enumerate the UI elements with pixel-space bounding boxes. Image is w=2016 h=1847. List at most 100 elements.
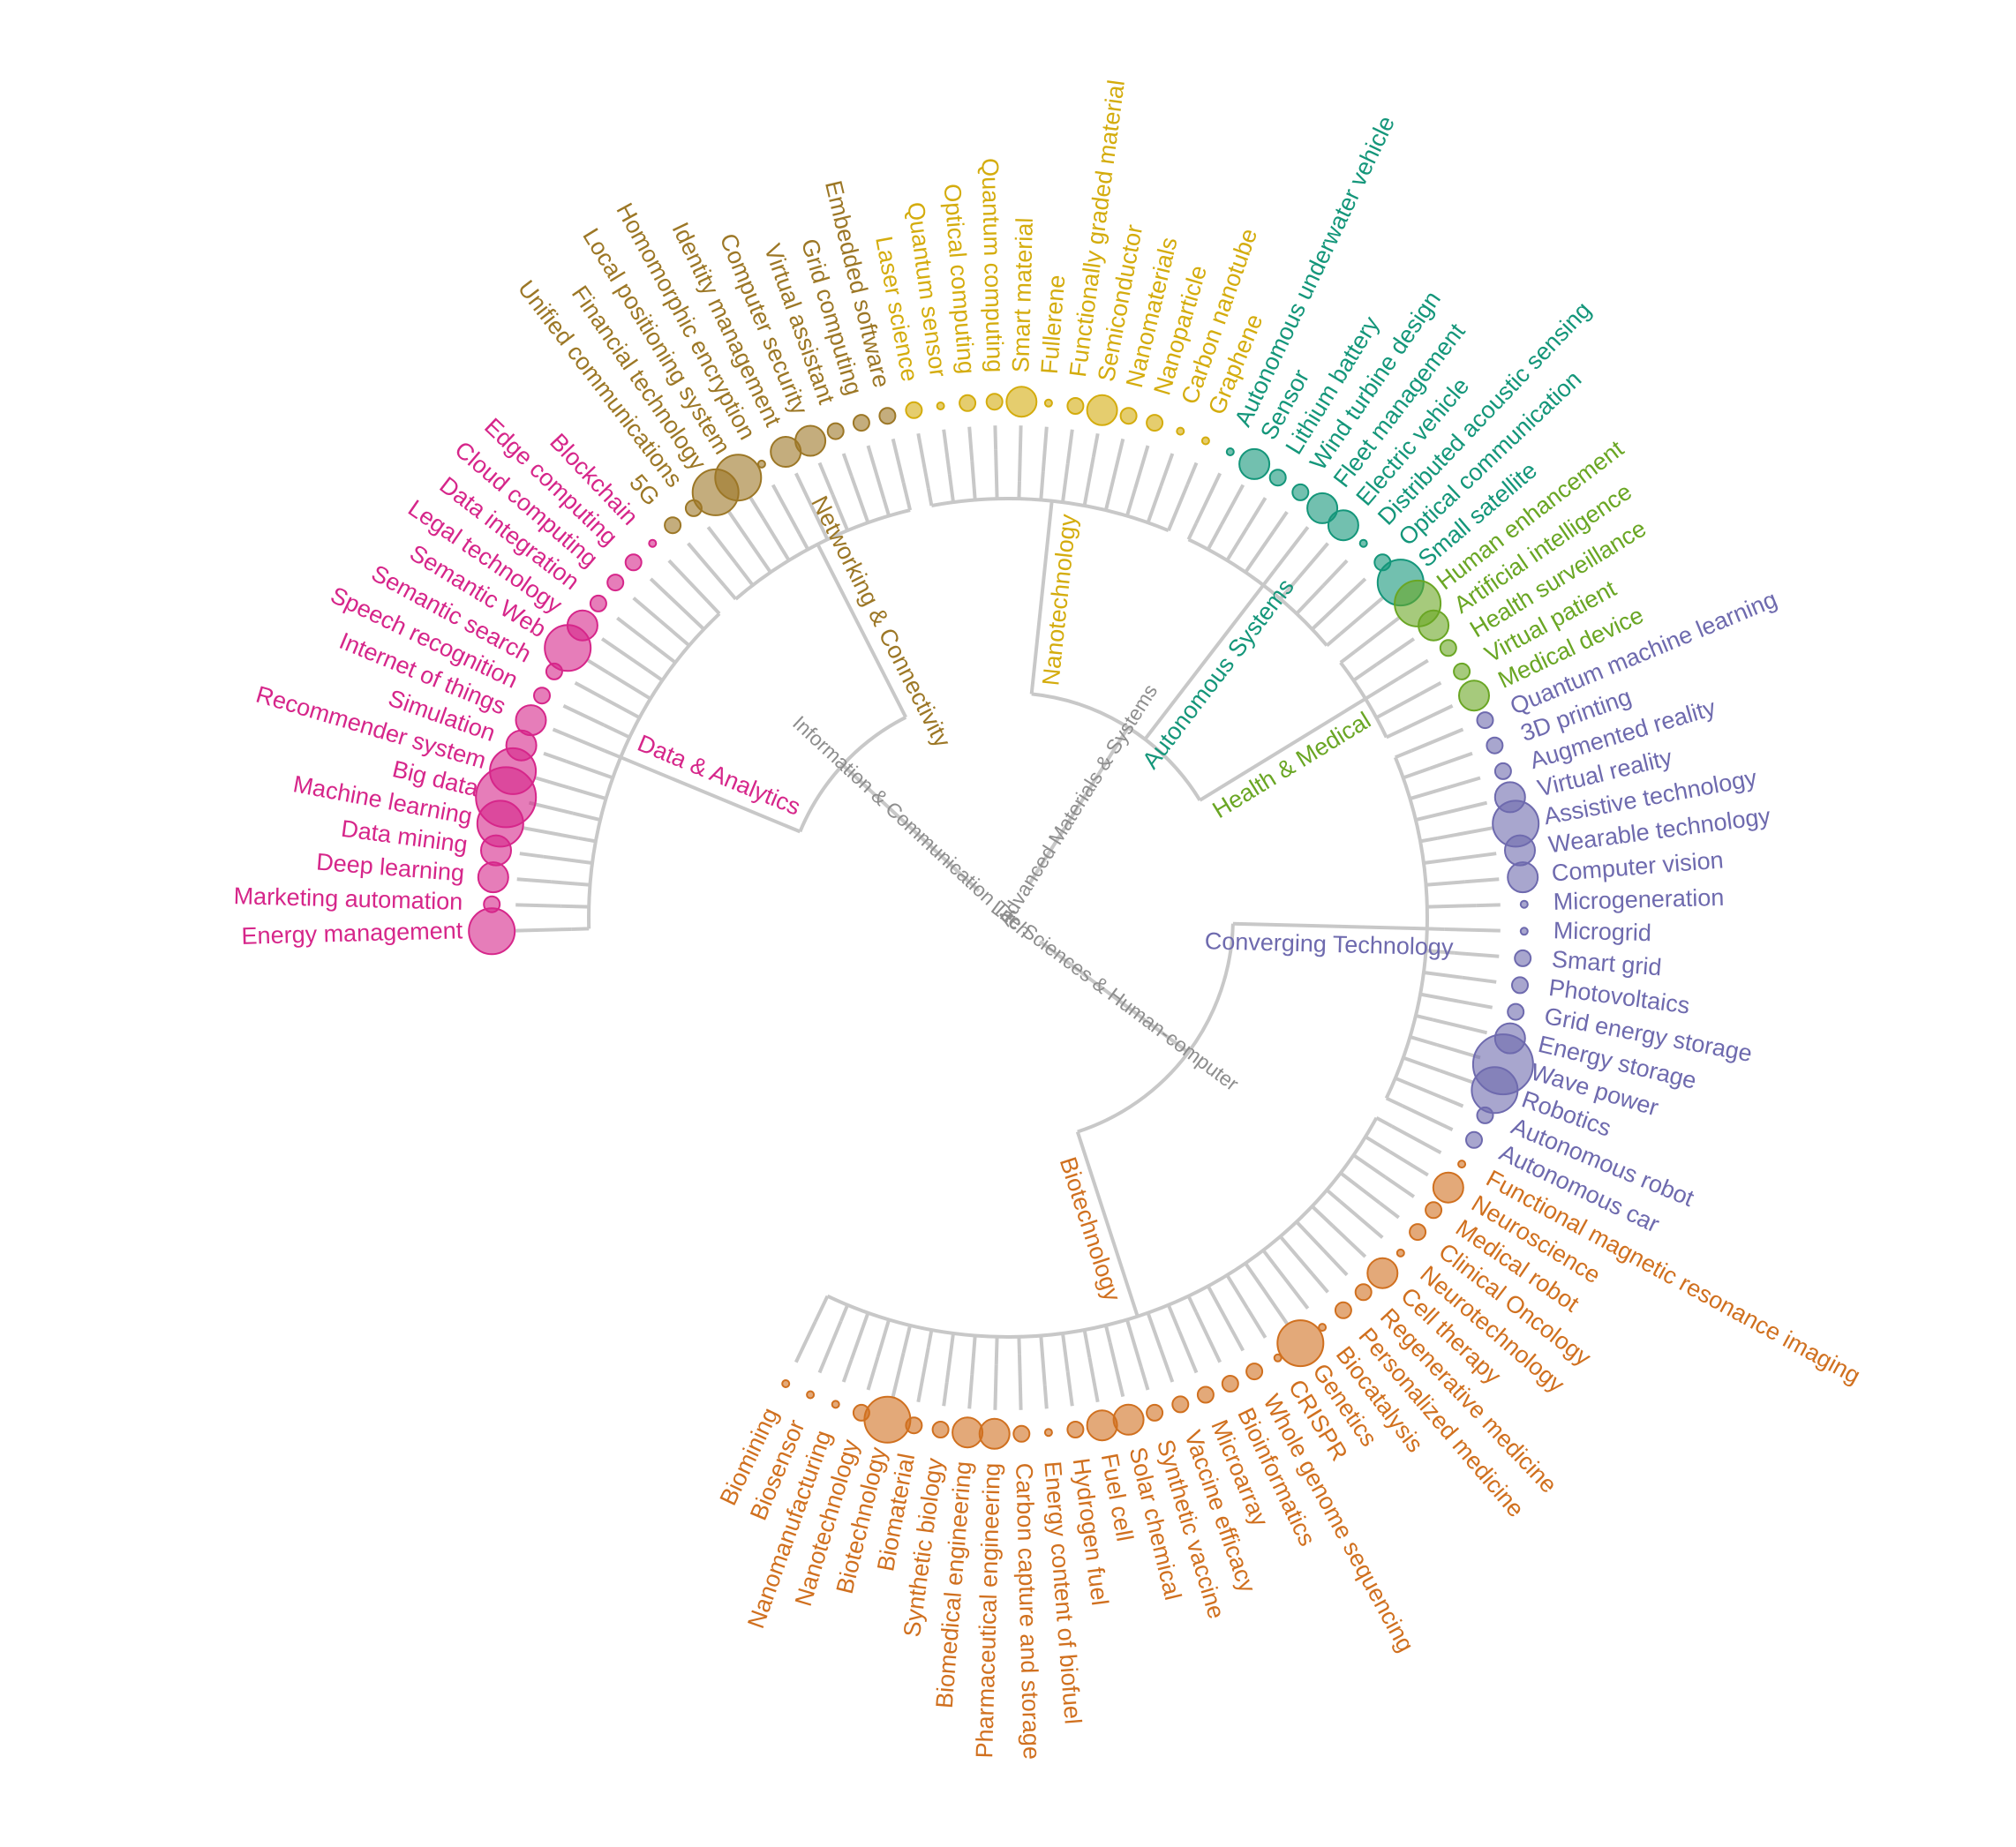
- leaf-connector: [1166, 1304, 1181, 1333]
- leaf-branch: [1297, 542, 1329, 579]
- leaf-bubble: [1291, 483, 1310, 501]
- leaf-bubble: [852, 1403, 870, 1422]
- cluster-stem: [1029, 500, 1054, 695]
- leaf-bubble: [959, 394, 977, 412]
- leaf-branch: [866, 1356, 880, 1391]
- leaf-connector: [1426, 927, 1445, 931]
- leaf-connector: [1039, 471, 1045, 500]
- leaf-label-quantum-computing: Quantum computing: [976, 158, 1008, 373]
- cluster-label-conv: Converging Technology: [1204, 927, 1454, 960]
- leaf-bubble: [1112, 1403, 1145, 1436]
- leaf-bubble: [1146, 414, 1164, 432]
- leaf-connector: [813, 513, 830, 541]
- leaf-connector: [1409, 1034, 1438, 1047]
- leaf-bubble: [831, 1400, 840, 1409]
- leaf-branch: [1272, 510, 1289, 533]
- leaf-connector: [876, 1318, 891, 1358]
- leaf-connector: [926, 1329, 934, 1348]
- leaf-branch: [1133, 445, 1150, 490]
- leaf-bubble: [878, 407, 897, 425]
- leaf-branch: [1451, 852, 1497, 861]
- leaf-bubble: [1486, 736, 1504, 755]
- leaf-connector: [1061, 1333, 1070, 1372]
- leaf-connector: [1295, 1220, 1325, 1251]
- leaf-connector: [1423, 857, 1452, 865]
- leaf-bubble: [566, 609, 598, 642]
- leaf-bubble: [1476, 711, 1494, 730]
- leaf-connector: [813, 1295, 830, 1323]
- leaf-branch: [1462, 975, 1497, 984]
- leaf-connector: [572, 811, 601, 822]
- leaf-bubble: [1366, 1257, 1399, 1289]
- leaf-label-carbon-capture-and-storage: Carbon capture and storage: [1011, 1462, 1045, 1760]
- leaf-connector: [1425, 880, 1465, 887]
- leaf-branch: [516, 877, 552, 884]
- leaf-branch: [1108, 438, 1125, 494]
- leaf-bubble: [1519, 927, 1529, 936]
- leaf-connector: [565, 759, 613, 780]
- leaf-connector: [947, 474, 955, 503]
- leaf-connector: [1311, 594, 1350, 631]
- leaf-branch: [1018, 1354, 1023, 1410]
- leaf-connector: [1244, 530, 1275, 574]
- leaf-branch: [1397, 658, 1429, 680]
- root-stem: [841, 763, 981, 892]
- root-stem: [1038, 940, 1190, 1055]
- cluster-stem: [1232, 921, 1427, 931]
- leaf-branch: [1272, 526, 1310, 573]
- leaf-connector: [1415, 1013, 1433, 1022]
- leaf-connector: [970, 1335, 977, 1375]
- leaf-branch: [1410, 727, 1464, 753]
- leaf-branch: [1375, 637, 1416, 666]
- leaf-bubble: [1507, 1002, 1525, 1021]
- leaf-branch: [1464, 877, 1500, 884]
- leaf-branch: [748, 497, 765, 520]
- leaf-bubble: [1066, 397, 1085, 415]
- leaf-label-microgeneration: Microgeneration: [1553, 884, 1724, 915]
- leaf-bubble: [1086, 1409, 1118, 1442]
- cluster-label-auto: Autonomous Systems: [1137, 574, 1299, 774]
- leaf-bubble: [1238, 447, 1271, 480]
- leaf-connector: [733, 561, 755, 587]
- cluster-arc: [587, 612, 721, 929]
- leaf-branch: [1391, 1124, 1442, 1155]
- leaf-branch: [1220, 484, 1245, 526]
- leaf-bubble: [1493, 762, 1512, 780]
- leaf-connector: [839, 1304, 850, 1323]
- leaf-branch: [727, 510, 750, 542]
- leaf-branch: [1194, 472, 1222, 525]
- cluster-stem: [1075, 1130, 1140, 1318]
- leaf-branch: [523, 826, 579, 840]
- leaf-branch: [1353, 616, 1400, 654]
- leaf-connector: [1364, 677, 1400, 701]
- leaf-branch: [1379, 1201, 1400, 1220]
- leaf-bubble: [1334, 1301, 1352, 1319]
- cluster-stem: [816, 543, 907, 718]
- leaf-connector: [994, 449, 999, 499]
- leaf-label-microgrid: Microgrid: [1553, 917, 1651, 946]
- leaf-branch: [687, 542, 726, 587]
- leaf-connector: [603, 723, 631, 740]
- leaf-branch: [1065, 429, 1074, 464]
- leaf-connector: [1103, 1325, 1112, 1343]
- leaf-bubble: [533, 687, 551, 705]
- leaf-connector: [1325, 632, 1342, 648]
- leaf-branch: [562, 703, 606, 727]
- leaf-branch: [1468, 1001, 1493, 1010]
- leaf-branch: [794, 1320, 817, 1363]
- leaf-branch: [1065, 1371, 1074, 1407]
- leaf-bubble: [1043, 1428, 1053, 1438]
- leaf-branch: [1418, 680, 1442, 696]
- leaf-bubble: [1519, 899, 1529, 909]
- leaf-connector: [1146, 1312, 1163, 1350]
- leaf-branch: [1339, 597, 1384, 636]
- leaf-branch: [1311, 1273, 1329, 1294]
- leaf-bubble: [852, 414, 870, 432]
- leaf-bubble: [756, 459, 766, 469]
- leaf-bubble: [664, 516, 682, 535]
- leaf-bubble: [1476, 1106, 1494, 1124]
- leaf-connector: [1225, 526, 1249, 562]
- leaf-bubble: [1043, 398, 1053, 408]
- leaf-branch: [916, 432, 930, 489]
- leaf-connector: [1385, 1096, 1403, 1107]
